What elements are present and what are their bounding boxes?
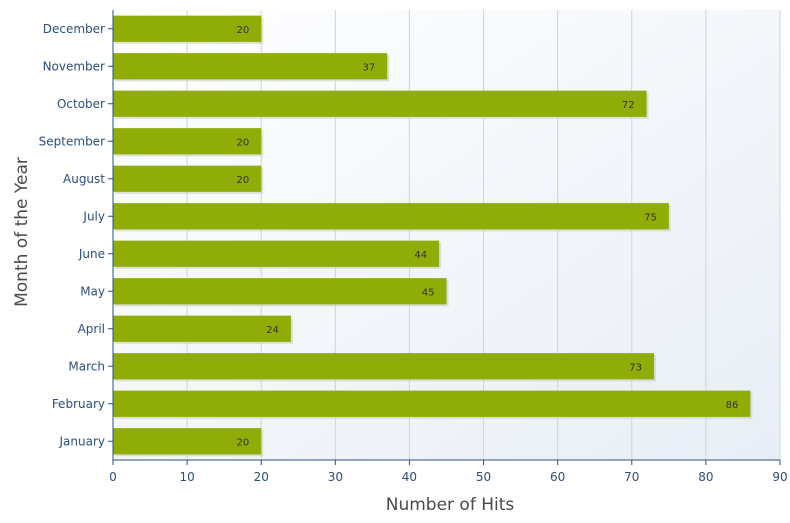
data-labels: 20 86 73 24 45 44 75 20 20 72 37 20 [236,25,738,449]
y-tick-label: November [43,59,105,73]
data-label: 20 [236,175,249,186]
data-label: 24 [266,325,279,336]
x-tick-label: 60 [550,470,565,484]
data-label: 45 [422,287,435,298]
plot-background [113,10,780,460]
bars [113,15,753,457]
bar-july [113,203,669,230]
x-tick-label: 10 [179,470,194,484]
bar-may [113,278,447,305]
data-label: 20 [236,137,249,148]
bar-october [113,90,647,117]
y-tick-label: May [80,284,105,298]
bar-april [113,315,291,342]
data-label: 75 [644,212,657,223]
data-label: 86 [726,400,739,411]
y-tick-label: September [39,134,105,148]
x-tick-label: 0 [109,470,117,484]
y-tick-label: April [78,322,105,336]
x-tick-label: 70 [624,470,639,484]
y-tick-label: June [78,247,105,261]
data-label: 37 [362,62,375,73]
bar-february [113,390,751,417]
x-tick-label: 50 [476,470,491,484]
y-tick-label: January [59,434,106,448]
x-axis-title: Number of Hits [386,495,515,515]
bar-september [113,128,262,155]
bar-november [113,53,388,80]
y-tick-label: October [57,97,105,111]
axes [112,10,780,461]
y-tick-label: July [82,209,105,223]
y-tick-labels: January February March April May June July Augu… [39,22,113,448]
y-tick-label: March [68,359,105,373]
bar-june [113,240,440,267]
grid-lines [186,10,781,460]
data-label: 20 [236,437,249,448]
x-tick-label: 40 [402,470,417,484]
y-tick-label: February [52,397,105,411]
bar-august [113,165,262,192]
data-label: 73 [629,362,642,373]
bar-march [113,353,655,380]
x-tick-labels: 0 10 20 30 40 50 60 70 80 90 [109,460,788,484]
x-tick-label: 80 [698,470,713,484]
y-tick-label: December [43,22,105,36]
data-label: 20 [236,25,249,36]
y-axis-title: Month of the Year [12,157,32,307]
data-label: 44 [414,250,427,261]
bar-december [113,15,262,42]
bar-january [113,428,262,455]
x-tick-label: 20 [254,470,269,484]
y-tick-label: August [63,172,105,186]
x-tick-label: 30 [328,470,343,484]
x-tick-label: 90 [772,470,787,484]
data-label: 72 [622,100,635,111]
